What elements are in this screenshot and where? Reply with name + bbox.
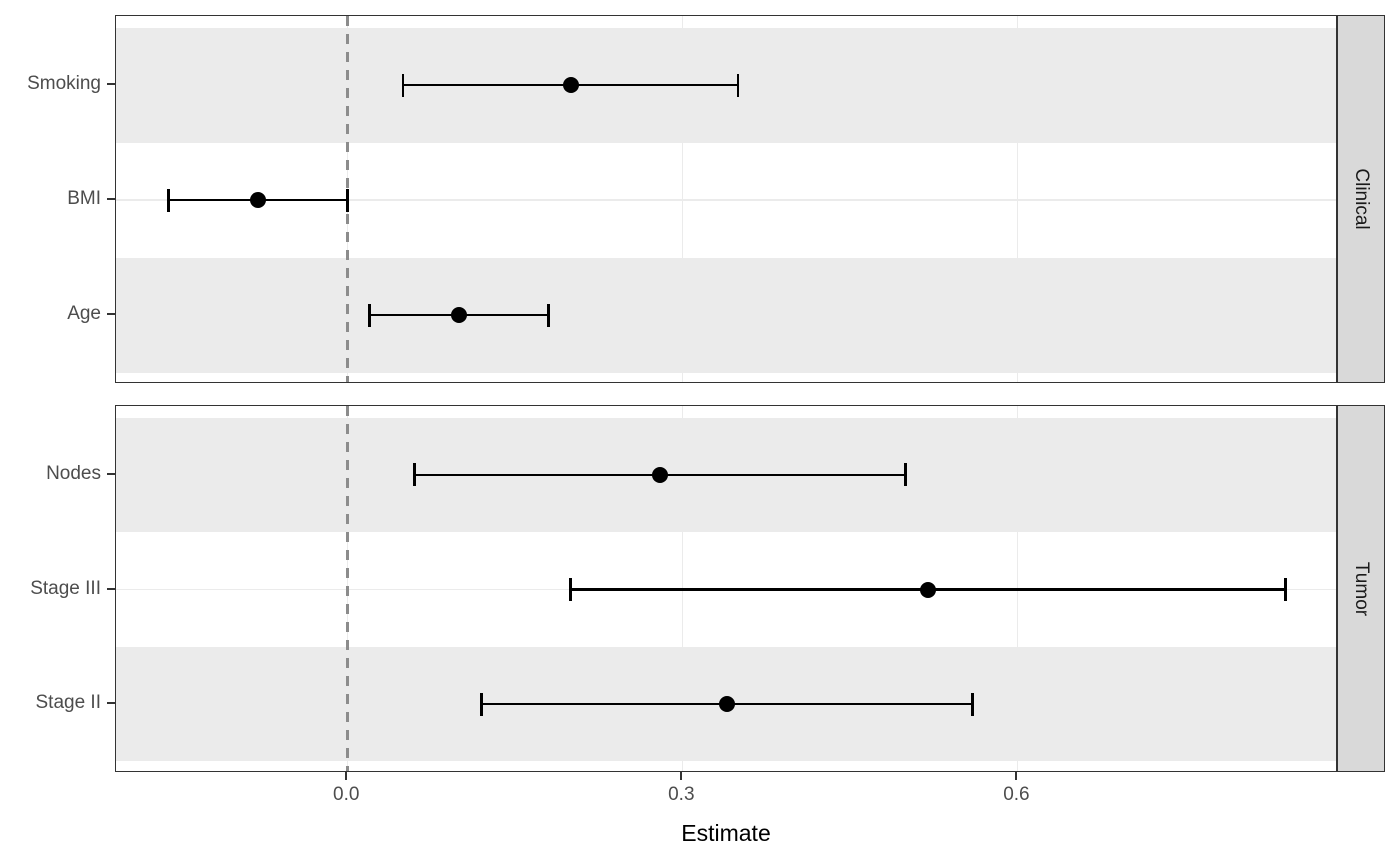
y-axis-label: Nodes xyxy=(46,462,101,484)
point-estimate xyxy=(651,466,668,483)
y-axis-label: Smoking xyxy=(27,73,101,94)
error-bar-cap-low xyxy=(368,303,371,327)
y-axis-label: Stage III xyxy=(30,577,101,599)
x-axis-tick-label: 0.0 xyxy=(333,784,360,805)
y-axis-tick xyxy=(107,83,115,85)
gridline-x xyxy=(1016,16,1019,382)
facet-panel-tumor xyxy=(115,405,1337,772)
y-axis-label: BMI xyxy=(67,188,101,209)
y-axis-tick xyxy=(107,313,115,315)
error-bar-cap-high xyxy=(345,188,349,212)
y-axis-tick xyxy=(107,702,115,705)
error-bar-cap-low xyxy=(569,578,572,601)
zero-reference-line xyxy=(345,406,349,771)
error-bar-cap-low xyxy=(479,692,483,716)
gridline-y xyxy=(116,199,1336,201)
facet-strip-label: Clinical xyxy=(1351,168,1372,230)
x-axis-tick xyxy=(345,772,348,780)
point-estimate xyxy=(249,192,266,208)
x-axis-title: Estimate xyxy=(681,820,771,846)
point-estimate xyxy=(450,307,467,323)
error-bar-cap-high xyxy=(736,73,740,97)
x-axis-tick xyxy=(1015,772,1018,780)
facet-strip-label: Tumor xyxy=(1351,561,1372,616)
point-estimate xyxy=(719,696,735,713)
y-axis-tick xyxy=(107,587,115,590)
error-bar-cap-low xyxy=(167,188,170,212)
point-estimate xyxy=(920,581,937,598)
x-axis-tick-label: 0.6 xyxy=(1003,784,1030,805)
y-axis-label: Age xyxy=(67,303,101,324)
error-bar-cap-high xyxy=(1284,578,1287,601)
point-estimate xyxy=(562,77,579,93)
error-bar-cap-high xyxy=(971,692,975,716)
error-bar-cap-high xyxy=(904,463,907,487)
error-bar-cap-high xyxy=(546,303,550,327)
y-axis-tick xyxy=(107,198,115,200)
facet-strip-clinical: Clinical xyxy=(1337,15,1385,383)
x-axis-tick-label: 0.3 xyxy=(668,784,695,805)
facet-panel-clinical xyxy=(115,15,1337,383)
y-axis-tick xyxy=(107,472,115,475)
error-bar-cap-low xyxy=(401,73,405,97)
facet-strip-tumor: Tumor xyxy=(1337,405,1385,772)
x-axis-tick xyxy=(680,772,683,780)
gridline-x xyxy=(681,16,683,382)
row-stripe xyxy=(116,257,1336,373)
y-axis-label: Stage II xyxy=(35,692,102,714)
error-bar-cap-low xyxy=(412,463,416,487)
